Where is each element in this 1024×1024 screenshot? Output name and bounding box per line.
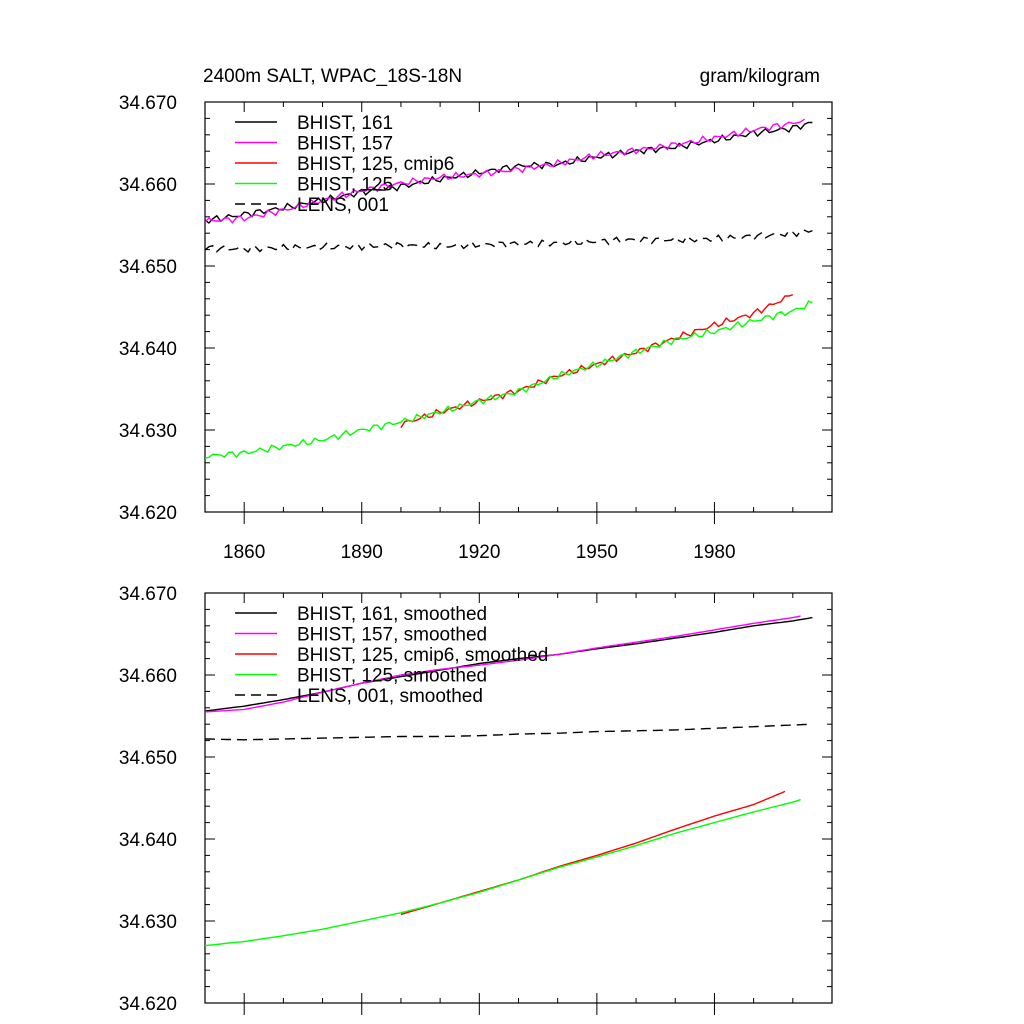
legend-entry: BHIST, 161, smoothed xyxy=(297,604,487,625)
legend-entry: BHIST, 125, cmip6, smoothed xyxy=(297,645,548,666)
series-line-4 xyxy=(205,798,801,947)
legend-entry: LENS, 001, smoothed xyxy=(297,686,483,707)
x-tick-label: 1950 xyxy=(576,542,618,563)
legend-entry: BHIST, 157 xyxy=(297,134,393,155)
series-line-3 xyxy=(400,294,794,429)
legend-entry: BHIST, 157, smoothed xyxy=(297,625,487,646)
y-tick-label: 34.630 xyxy=(119,912,177,933)
x-tick-label: 1890 xyxy=(341,542,383,563)
series-line-2 xyxy=(205,118,805,224)
y-tick-label: 34.620 xyxy=(119,994,177,1015)
y-tick-label: 34.660 xyxy=(119,175,177,196)
legend-entry: BHIST, 161 xyxy=(297,113,393,134)
y-tick-label: 34.650 xyxy=(119,748,177,769)
series-line-1 xyxy=(205,616,813,712)
chart-units: gram/kilogram xyxy=(700,66,820,87)
y-tick-label: 34.660 xyxy=(119,666,177,687)
series-line-5 xyxy=(205,229,813,254)
y-tick-label: 34.670 xyxy=(119,584,177,605)
x-tick-label: 1980 xyxy=(693,542,735,563)
legend-entry: LENS, 001 xyxy=(297,195,389,216)
y-tick-label: 34.650 xyxy=(119,257,177,278)
x-tick-label: 1920 xyxy=(458,542,500,563)
y-tick-label: 34.620 xyxy=(119,503,177,524)
y-tick-label: 34.630 xyxy=(119,421,177,442)
y-tick-label: 34.670 xyxy=(119,93,177,114)
legend-entry: BHIST, 125 xyxy=(297,175,393,196)
legend-entry: BHIST, 125, cmip6 xyxy=(297,154,454,175)
legend-entry: BHIST, 125, smoothed xyxy=(297,666,487,687)
y-tick-label: 34.640 xyxy=(119,339,177,360)
top-panel: 34.620 34.630 34.640 34.650 34.660 34.670 1860… xyxy=(119,66,833,563)
series-line-3 xyxy=(400,790,786,916)
series-line-5 xyxy=(205,723,813,741)
series-line-4 xyxy=(205,300,813,459)
series-line-2 xyxy=(205,615,801,713)
bottom-panel: 34.620 34.630 34.640 34.650 34.660 34.670 BHIS… xyxy=(119,584,833,1015)
x-tick-label: 1860 xyxy=(223,542,265,563)
y-tick-label: 34.640 xyxy=(119,830,177,851)
chart-title: 2400m SALT, WPAC_18S-18N xyxy=(203,66,462,87)
